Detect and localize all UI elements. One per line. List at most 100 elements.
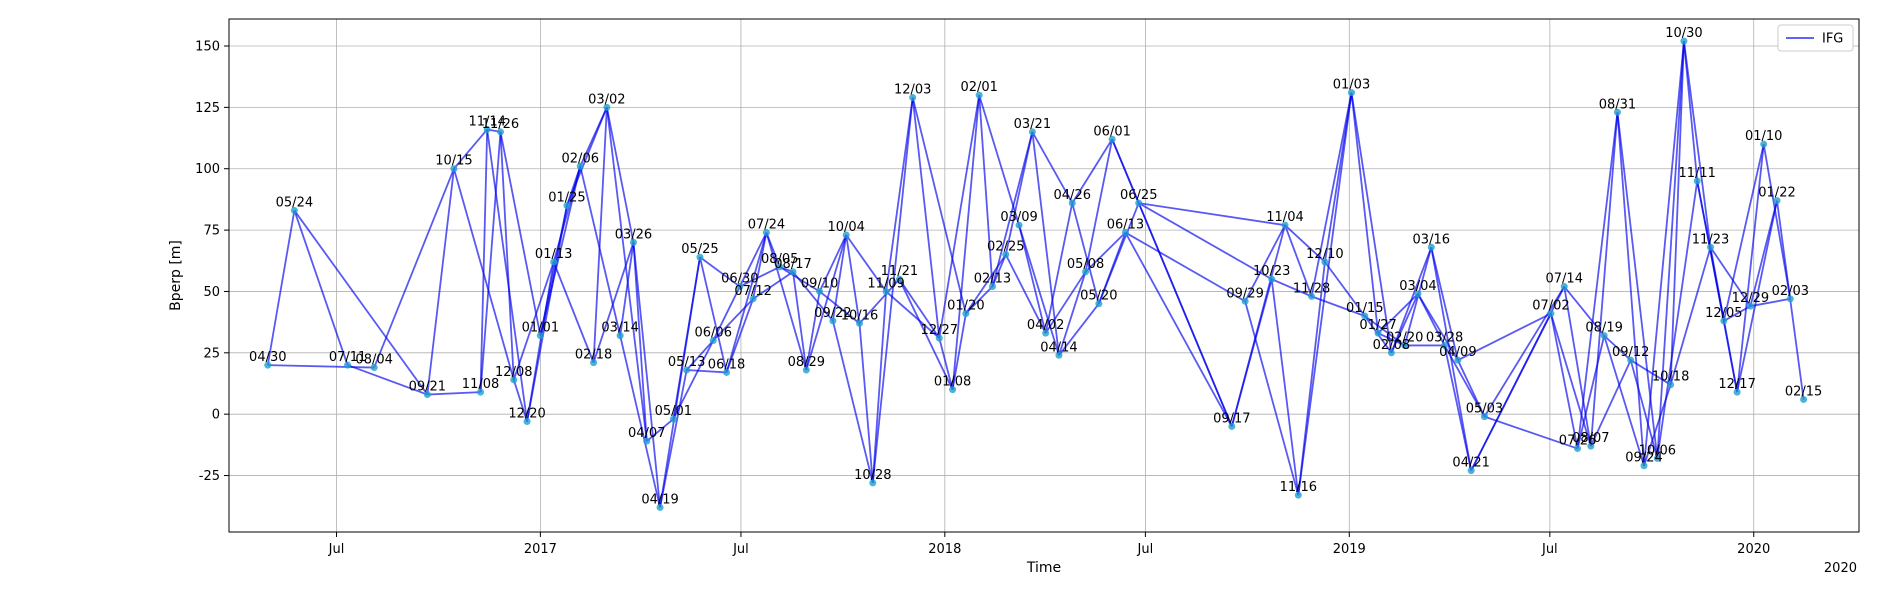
acquisition-label-81: 09/24 <box>1625 451 1662 466</box>
acquisition-point-8 <box>496 128 504 136</box>
acquisition-label-10: 12/20 <box>508 407 545 422</box>
acquisition-label-31: 08/29 <box>788 355 825 370</box>
ifg-edge-173 <box>1722 143 1765 322</box>
ifg-edge-79 <box>951 95 981 390</box>
acquisition-label-76: 07/26 <box>1559 434 1596 449</box>
ifg-edge-40 <box>672 340 715 420</box>
acquisition-point-79 <box>1613 108 1621 116</box>
acquisition-label-85: 11/11 <box>1678 166 1715 181</box>
ifg-edge-65 <box>845 234 861 324</box>
acquisition-point-74 <box>1547 310 1555 318</box>
ifg-edge-70 <box>871 97 914 484</box>
acquisition-point-28 <box>762 229 770 237</box>
acquisition-label-40: 12/27 <box>921 323 958 338</box>
acquisition-point-33 <box>829 317 837 325</box>
acquisition-label-88: 12/17 <box>1718 377 1755 392</box>
acquisition-point-77 <box>1587 442 1595 450</box>
ifg-edge-16 <box>512 379 528 422</box>
ifg-edge-174 <box>1736 144 1765 393</box>
acquisition-label-36: 10/28 <box>854 468 891 483</box>
ifg-edge-122 <box>1324 92 1353 263</box>
acquisition-label-0: 04/30 <box>249 350 286 365</box>
ifg-edge-4 <box>347 364 428 396</box>
acquisition-label-54: 06/13 <box>1107 218 1144 233</box>
acquisition-point-40 <box>935 334 943 342</box>
acquisition-point-3 <box>370 364 378 372</box>
ifg-edge-98 <box>1071 138 1113 204</box>
acquisition-point-87 <box>1720 317 1728 325</box>
ifg-edge-164 <box>1669 41 1685 385</box>
acquisition-label-51: 05/08 <box>1067 257 1104 272</box>
acquisition-label-87: 12/05 <box>1705 306 1742 321</box>
acquisition-point-80 <box>1627 356 1635 364</box>
acquisition-label-39: 12/03 <box>894 83 931 98</box>
ifg-edge-67 <box>858 323 874 483</box>
acquisition-label-62: 12/10 <box>1306 247 1343 262</box>
acquisition-label-82: 10/06 <box>1639 443 1676 458</box>
ifg-edge-131 <box>1390 246 1433 354</box>
ifg-edge-44 <box>699 256 741 288</box>
acquisition-label-48: 04/02 <box>1027 318 1064 333</box>
ifg-edge-100 <box>1084 231 1127 273</box>
acquisition-point-73 <box>1480 413 1488 421</box>
ifg-edge-62 <box>819 290 861 325</box>
acquisition-label-64: 01/15 <box>1346 301 1383 316</box>
acquisition-point-88 <box>1733 388 1741 396</box>
acquisition-point-53 <box>1108 135 1116 143</box>
ifg-edge-105 <box>1124 232 1233 427</box>
acquisition-point-90 <box>1760 140 1768 148</box>
acquisition-label-41: 01/08 <box>934 375 971 390</box>
ifg-edge-143 <box>1470 286 1566 472</box>
acquisition-point-23 <box>696 253 704 261</box>
acquisition-point-29 <box>776 263 784 271</box>
ifg-edge-50 <box>739 266 781 288</box>
acquisition-point-55 <box>1135 199 1143 207</box>
acquisition-label-84: 10/30 <box>1665 26 1702 41</box>
acquisition-point-89 <box>1746 302 1754 310</box>
ifg-edge-17 <box>512 261 555 381</box>
acquisition-label-43: 02/01 <box>960 80 997 95</box>
acquisition-point-66 <box>1387 349 1395 357</box>
ifg-edge-78 <box>938 94 981 339</box>
acquisition-label-68: 03/04 <box>1399 279 1436 294</box>
acquisition-label-15: 02/18 <box>575 348 612 363</box>
ifg-edge-90 <box>1018 224 1060 356</box>
acquisition-label-70: 03/28 <box>1426 330 1463 345</box>
ifg-edge-115 <box>1271 278 1312 298</box>
acquisition-label-45: 02/25 <box>987 240 1024 255</box>
ifg-edge-141 <box>1457 312 1552 361</box>
acquisition-point-15 <box>590 359 598 367</box>
ifg-edge-177 <box>1750 297 1791 308</box>
acquisition-point-26 <box>736 283 744 291</box>
ifg-edge-97 <box>1071 202 1100 304</box>
acquisition-label-74: 07/02 <box>1532 299 1569 314</box>
ifg-edge-61 <box>818 234 848 292</box>
acquisition-point-20 <box>656 503 664 511</box>
ifg-edge-135 <box>1417 293 1459 361</box>
y-axis-label: Bperp [m] <box>168 240 184 311</box>
ifg-edge-111 <box>1230 224 1286 427</box>
acquisition-label-50: 04/26 <box>1054 188 1091 203</box>
ifg-edge-59 <box>805 234 848 371</box>
acquisition-point-67 <box>1401 341 1409 349</box>
acquisition-point-84 <box>1680 37 1688 45</box>
acquisition-label-58: 10/23 <box>1253 264 1290 279</box>
ifg-edge-163 <box>1656 180 1699 459</box>
ifg-edge-146 <box>1550 313 1579 449</box>
acquisition-point-14 <box>576 162 584 170</box>
ifg-edge-106 <box>1124 231 1246 303</box>
ifg-edge-154 <box>1603 334 1632 361</box>
acquisition-label-22: 05/13 <box>668 355 705 370</box>
acquisition-point-81 <box>1640 462 1648 470</box>
ifg-edge-102 <box>1098 202 1140 305</box>
ifg-edge-148 <box>1563 286 1592 447</box>
acquisition-point-10 <box>523 418 531 426</box>
acquisition-label-92: 02/03 <box>1772 284 1809 299</box>
acquisition-point-92 <box>1786 295 1794 303</box>
acquisition-point-43 <box>975 91 983 99</box>
ifg-edge-13 <box>486 129 528 422</box>
acquisition-label-29: 08/05 <box>761 252 798 267</box>
ifg-edge-94 <box>1044 271 1087 334</box>
acquisition-label-89: 12/29 <box>1732 291 1769 306</box>
